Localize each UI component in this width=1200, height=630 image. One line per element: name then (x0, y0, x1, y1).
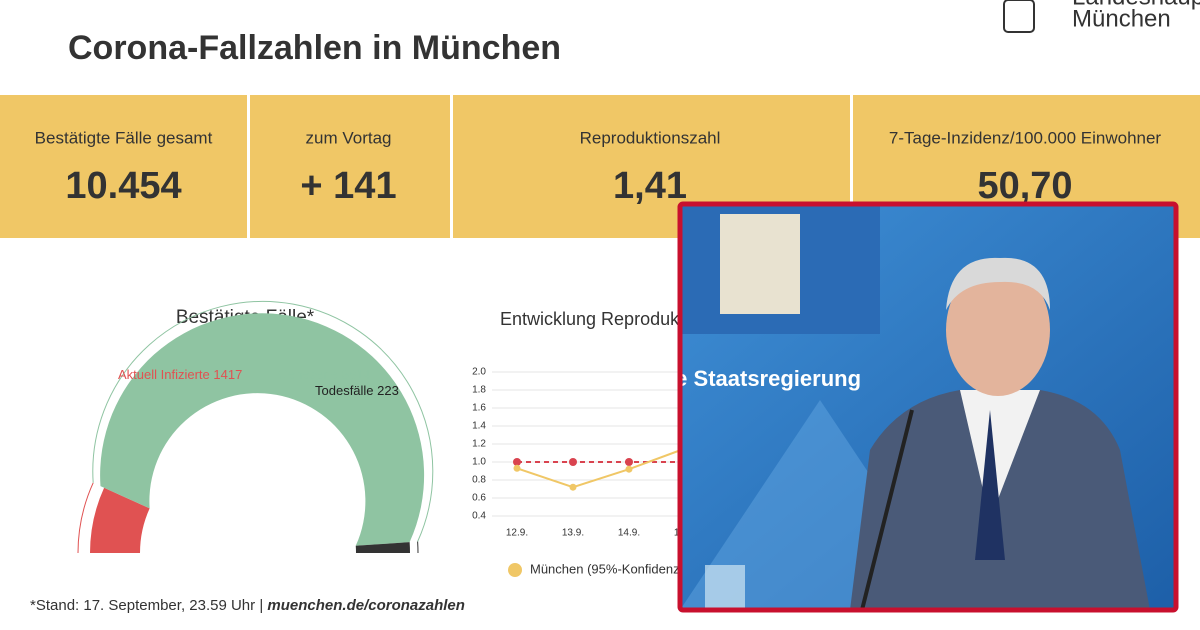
y-tick-label: 1.0 (472, 457, 486, 468)
gauge-label-name: Todesfälle (315, 383, 374, 398)
person-shirt (960, 390, 1040, 520)
stat-value: 10.454 (65, 165, 181, 207)
stat-value: 1,41 (613, 165, 687, 207)
photo: Bayerische Staatsregierung (570, 201, 1179, 613)
title: Corona-Fallzahlen in München (68, 29, 561, 67)
series-point (513, 464, 521, 472)
stat-value: 50,70 (977, 165, 1072, 207)
gauge-segment (355, 542, 410, 553)
person-tie (975, 410, 1005, 560)
footer: *Stand: 17. September, 23.59 Uhr | muenc… (30, 597, 465, 614)
gauge-label-value: 8814 (342, 367, 371, 382)
glass (705, 565, 745, 610)
gauge-label-value: 1417 (213, 367, 242, 382)
logo-icon (1003, 0, 1035, 33)
footer-link: muenchen.de/coronazahlen (267, 597, 465, 614)
stat-divider (850, 95, 853, 238)
reference-dot (569, 458, 577, 466)
series-point (625, 465, 633, 473)
y-tick-label: 0.4 (472, 511, 486, 522)
x-tick-label: 12.9. (506, 528, 528, 539)
gauge-label-name: Genesene (278, 367, 338, 382)
reference-dot (513, 458, 521, 466)
gauge-segment (100, 313, 425, 546)
gauge-bracket (77, 482, 94, 554)
x-tick-label: 14.9. (618, 528, 640, 539)
logo: Landeshauptstadt München (1003, 0, 1200, 33)
logo-line: Landeshauptstadt (1072, 0, 1200, 10)
stat-label: zum Vortag (306, 128, 392, 147)
coat-of-arms (720, 214, 800, 314)
stat-divider (450, 95, 453, 238)
logo-line: München (1072, 5, 1171, 32)
gauge-segment (90, 487, 150, 553)
y-tick-label: 1.2 (472, 439, 486, 450)
series-point (569, 483, 577, 491)
y-tick-label: 1.6 (472, 403, 486, 414)
y-tick-label: 1.8 (472, 385, 486, 396)
y-tick-label: 0.8 (472, 475, 486, 486)
stat-label: 7-Tage-Inzidenz/100.000 Einwohner (889, 128, 1162, 147)
person-suit (850, 390, 1150, 610)
x-tick-label: 13.9. (562, 528, 584, 539)
gauge-label: Genesene 8814 (278, 367, 371, 382)
y-tick-label: 0.6 (472, 493, 486, 504)
gauge-label: Aktuell Infizierte 1417 (118, 367, 242, 382)
microphone (860, 409, 914, 610)
person-head (946, 264, 1050, 396)
stat-divider (247, 95, 250, 238)
reference-dot (625, 458, 633, 466)
legend-swatch (508, 563, 522, 577)
photo-caption: Bayerische Staatsregierung (570, 366, 861, 391)
footer-note: *Stand: 17. September, 23.59 Uhr | (30, 597, 267, 614)
gauge-label: Todesfälle 223 (315, 383, 399, 398)
gauge-label-value: 223 (377, 383, 399, 398)
y-tick-label: 1.4 (472, 421, 486, 432)
series-line (516, 447, 686, 489)
y-tick-label: 2.0 (472, 367, 486, 378)
gauge-bracket (92, 300, 434, 542)
person-hair (946, 257, 1050, 310)
gauge-label-name: Aktuell Infizierte (118, 367, 210, 382)
stat-value: + 141 (300, 165, 396, 207)
stat-label: Reproduktionszahl (580, 128, 721, 147)
photo-frame (677, 201, 1179, 613)
stat-label: Bestätigte Fälle gesamt (35, 128, 213, 147)
